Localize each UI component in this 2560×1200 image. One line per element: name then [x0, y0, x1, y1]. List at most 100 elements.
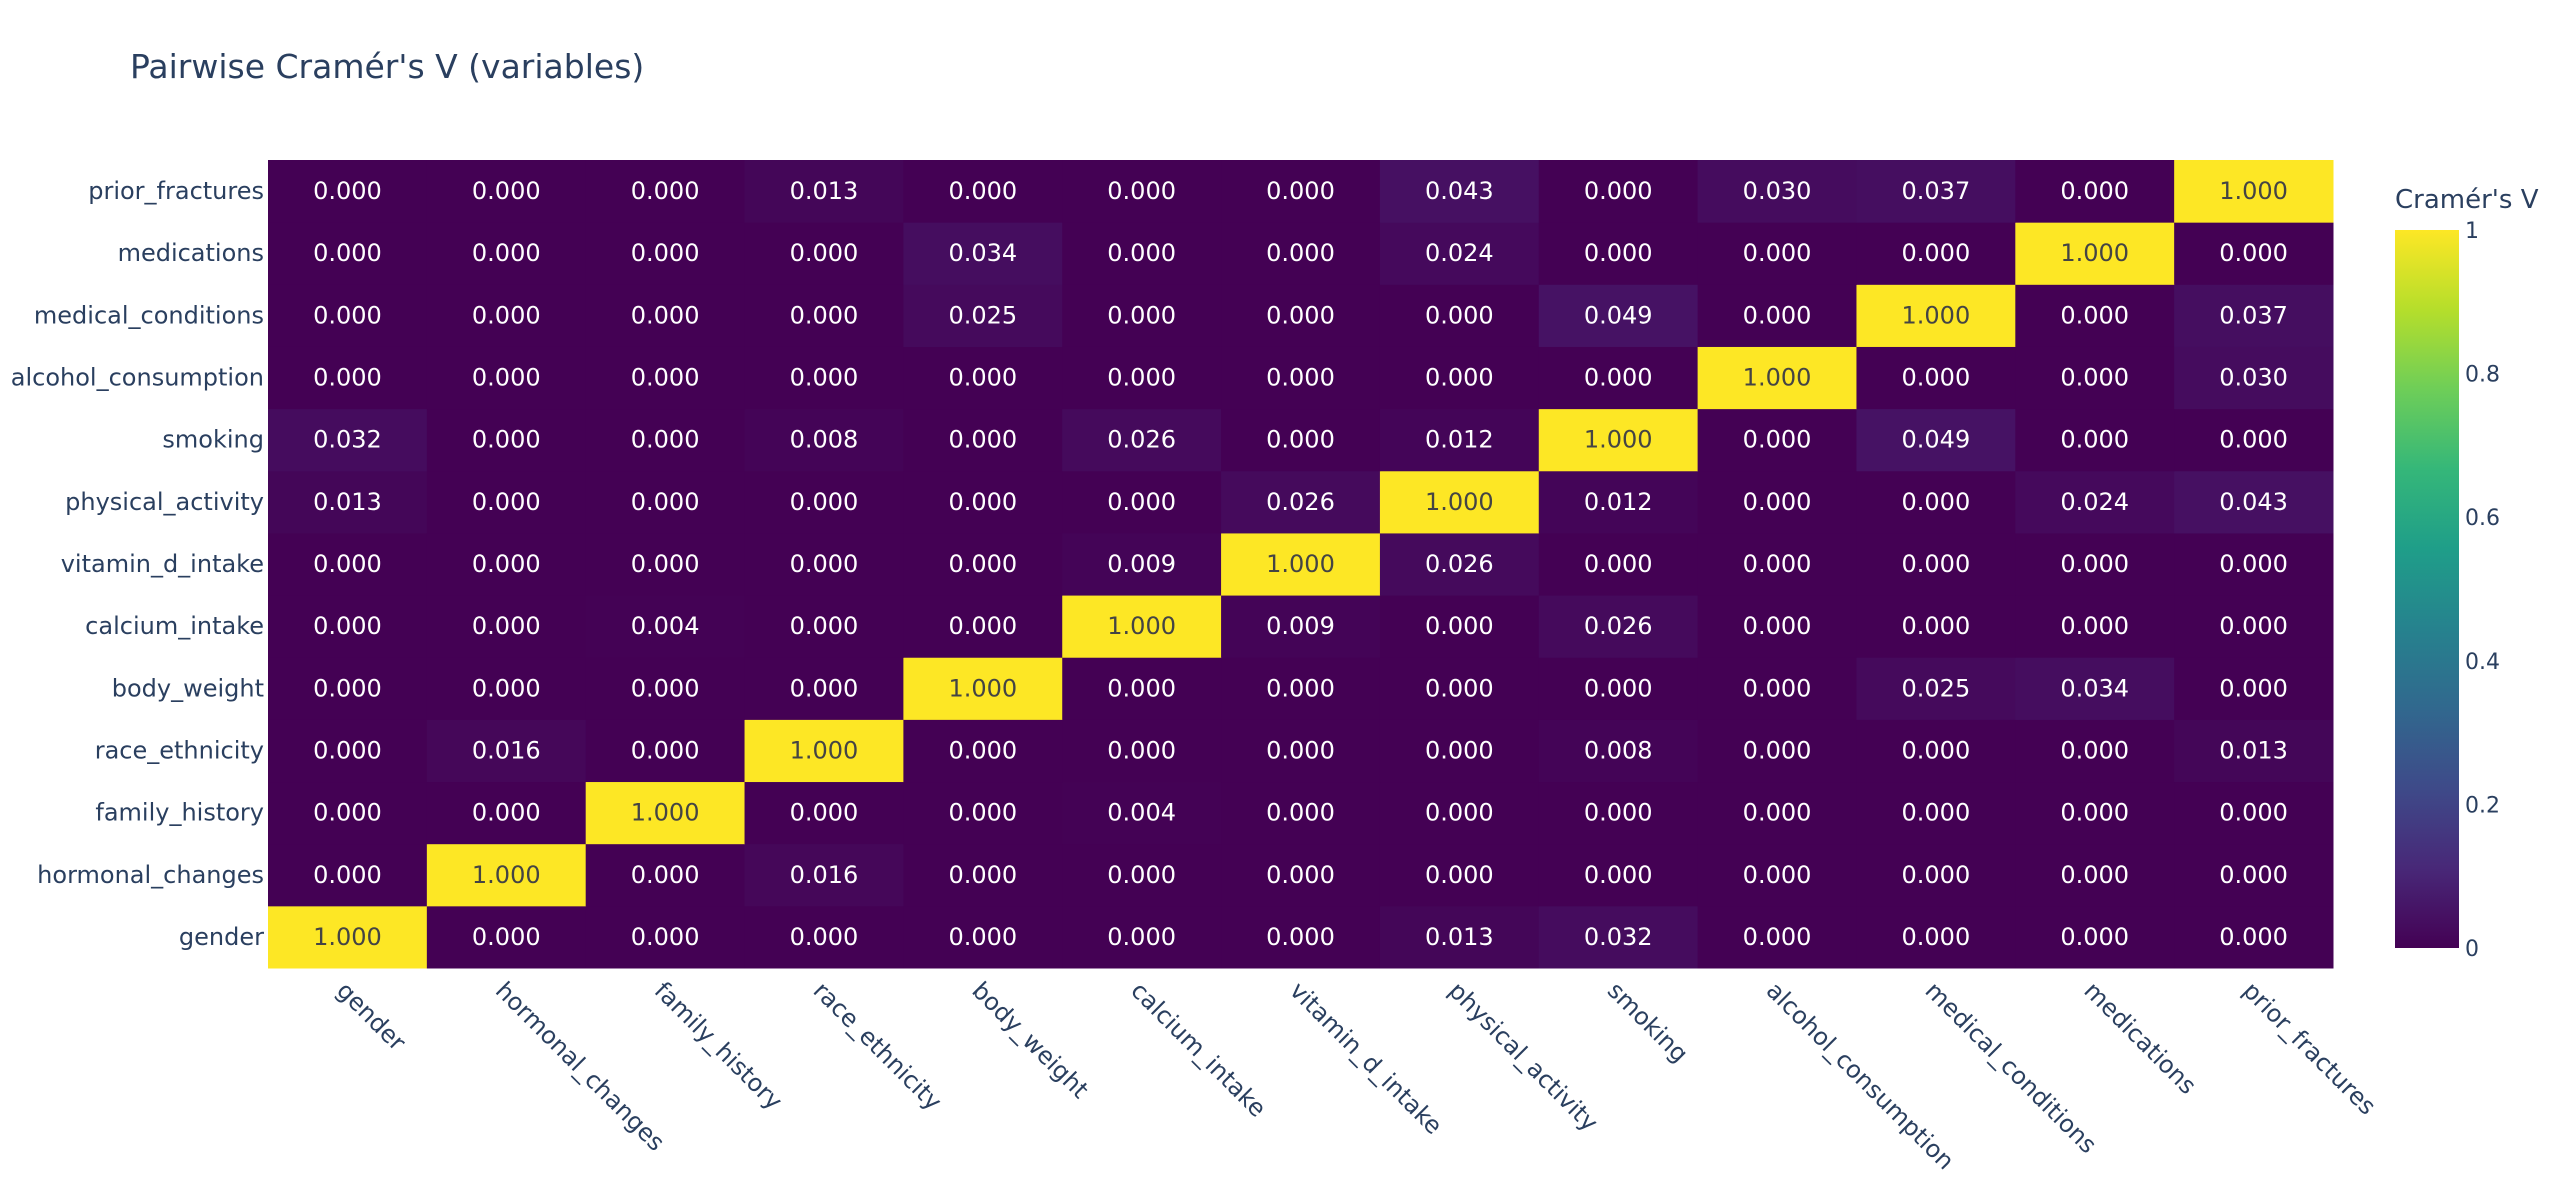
heatmap-cell [2174, 284, 2334, 347]
heatmap-cell [426, 532, 587, 596]
heatmap-cell-label: 0.000 [313, 364, 382, 392]
heatmap-cell [1221, 284, 1381, 347]
heatmap-cell [1697, 843, 1857, 907]
heatmap-cell-label: 0.024 [1425, 239, 1494, 267]
heatmap-cell-label: 0.000 [1743, 426, 1812, 454]
heatmap-cell-label: 0.026 [1425, 550, 1494, 578]
heatmap-cell-label: 0.000 [472, 239, 541, 267]
heatmap-cell [268, 470, 428, 534]
y-axis-tick-label: race_ethnicity [95, 736, 264, 764]
heatmap-cell-label: 0.000 [2060, 861, 2129, 889]
heatmap-cell-label: 0.034 [2060, 674, 2129, 702]
heatmap-cell-label: 0.000 [1425, 364, 1494, 392]
heatmap-cell [1379, 346, 1540, 410]
heatmap-cell-label: 1.000 [631, 799, 700, 827]
heatmap-cell [2015, 532, 2175, 596]
heatmap-cell-label: 0.009 [1107, 550, 1176, 578]
heatmap-cell [426, 595, 587, 658]
heatmap-cell-label: 0.000 [1266, 861, 1335, 889]
heatmap-cell-label: 0.000 [948, 923, 1017, 951]
heatmap-cell-label: 0.000 [313, 736, 382, 764]
heatmap-cell-label: 0.000 [1743, 301, 1812, 329]
heatmap-cell [2174, 905, 2334, 969]
x-axis-tick-label: vitamin_d_intake [1284, 976, 1448, 1140]
heatmap-cell [1697, 284, 1857, 347]
heatmap-cell-label: 0.000 [2219, 550, 2288, 578]
heatmap-cell [903, 160, 1063, 223]
heatmap-cell [2174, 532, 2334, 596]
heatmap-cell [903, 595, 1063, 658]
heatmap-cell [744, 532, 904, 596]
heatmap-cell-label: 0.000 [790, 364, 859, 392]
heatmap-cell-label: 0.025 [1902, 674, 1971, 702]
heatmap-cell-label: 0.000 [313, 301, 382, 329]
heatmap-cell [1379, 284, 1540, 347]
heatmap-cell [1379, 719, 1540, 783]
heatmap-cell-label: 0.000 [472, 488, 541, 516]
heatmap-cell [1538, 657, 1699, 720]
x-axis-tick-label: physical_activity [1443, 976, 1603, 1136]
heatmap-cell [2015, 346, 2175, 410]
heatmap-cell-label: 1.000 [1425, 488, 1494, 516]
colorbar-tick-label: 0.8 [2465, 363, 2500, 388]
heatmap-cell [903, 657, 1063, 720]
heatmap-cell-label: 0.000 [1266, 426, 1335, 454]
heatmap-cell [1221, 657, 1381, 720]
heatmap-cell-label: 0.032 [313, 426, 382, 454]
y-axis-tick-label: family_history [95, 799, 264, 827]
heatmap-cell-label: 0.000 [790, 239, 859, 267]
heatmap-cell-label: 0.000 [1902, 239, 1971, 267]
heatmap-cell [268, 657, 428, 720]
heatmap-cell [1697, 222, 1857, 285]
heatmap-cell [1062, 905, 1222, 969]
heatmap-cell [744, 160, 904, 223]
heatmap-cell [1538, 408, 1699, 472]
heatmap-cell [1221, 905, 1381, 969]
heatmap-cell-label: 0.000 [313, 550, 382, 578]
heatmap-cell-label: 0.000 [948, 799, 1017, 827]
heatmap-cell-label: 0.000 [631, 239, 700, 267]
heatmap-cell [1697, 160, 1857, 223]
heatmap-cell-label: 0.043 [1425, 177, 1494, 205]
heatmap-cell [1062, 657, 1222, 720]
heatmap-cell-label: 1.000 [1743, 364, 1812, 392]
heatmap-cell-label: 0.000 [1902, 861, 1971, 889]
heatmap-cell-label: 0.000 [472, 426, 541, 454]
heatmap-cell [1221, 346, 1381, 410]
heatmap-cell-label: 0.012 [1584, 488, 1653, 516]
heatmap-cell-label: 0.000 [631, 861, 700, 889]
heatmap-cell [426, 719, 587, 783]
colorbar-tick-label: 0.4 [2465, 650, 2500, 675]
heatmap-cell [2174, 781, 2334, 845]
heatmap-cell [744, 781, 904, 845]
heatmap-cell [2174, 657, 2334, 720]
heatmap-cell-label: 0.000 [1425, 612, 1494, 640]
heatmap-cell-label: 0.000 [1743, 799, 1812, 827]
heatmap-cell-label: 0.000 [790, 799, 859, 827]
heatmap-cell-label: 0.000 [631, 488, 700, 516]
heatmap-cell [2015, 657, 2175, 720]
heatmap-cell-label: 0.000 [472, 301, 541, 329]
heatmap-cell [426, 843, 587, 907]
heatmap-cell [1379, 843, 1540, 907]
heatmap-cell-label: 0.000 [313, 239, 382, 267]
heatmap-cell-label: 0.000 [790, 612, 859, 640]
heatmap-cell [744, 222, 904, 285]
heatmap-cell-label: 1.000 [948, 674, 1017, 702]
heatmap-cell [2174, 346, 2334, 410]
heatmap-cell-label: 0.000 [631, 736, 700, 764]
heatmap-cell [2174, 719, 2334, 783]
heatmap-cell-label: 0.000 [2219, 239, 2288, 267]
heatmap-cell-label: 0.000 [790, 550, 859, 578]
heatmap-cell-label: 0.000 [1584, 674, 1653, 702]
y-axis-tick-label: alcohol_consumption [11, 364, 264, 392]
heatmap-cell [744, 657, 904, 720]
heatmap-cell-label: 0.000 [2219, 674, 2288, 702]
heatmap-cell [426, 905, 587, 969]
heatmap-cell [426, 781, 587, 845]
y-axis-tick-labels: gender hormonal_changes family_history race… [11, 177, 264, 951]
heatmap-cell [903, 843, 1063, 907]
heatmap-cell-label: 1.000 [1902, 301, 1971, 329]
